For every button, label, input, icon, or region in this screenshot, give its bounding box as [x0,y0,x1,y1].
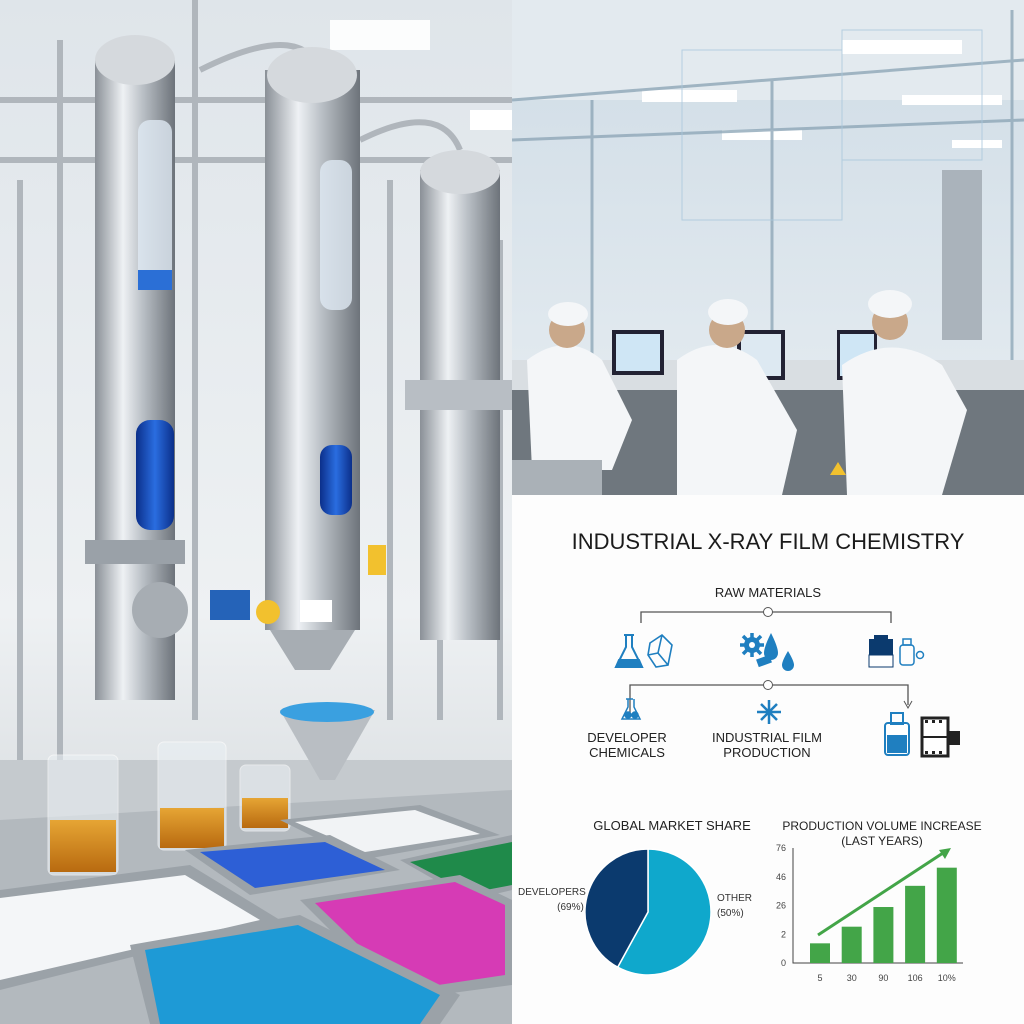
production-volume-bar-chart: 0 2 26 46 76 5 30 90 106 10% [776,843,963,983]
bottle-icon [899,638,925,666]
pie-label-other: OTHER (50%) [717,893,752,919]
flask-icon [614,634,644,668]
x-tick-label: 30 [847,973,857,983]
reactor-column-2 [265,47,360,670]
gear-icon [740,633,764,657]
workers [527,290,967,495]
crystal-icon [647,633,673,668]
trend-arrow-head-icon [939,848,951,859]
bottle-icon [884,712,910,756]
control-room-photo [512,0,1024,495]
bar [873,907,894,963]
glass-schematics [681,29,983,221]
water-drops-icon [756,633,794,671]
y-tick-label: 0 [781,958,786,968]
pie-slice-other [616,848,712,976]
y-tick-label: 26 [776,901,786,911]
infographic-title: INDUSTRIAL X-RAY FILM CHEMISTRY [571,529,965,554]
developer-chemicals-label: DEVELOPER CHEMICALS [587,730,667,760]
bead-trays [0,805,512,1024]
chemical-container-icon [868,635,894,668]
x-tick-label: 5 [817,973,822,983]
beakers [47,702,375,876]
y-tick-label: 46 [776,872,786,882]
x-tick-label: 10% [938,973,956,983]
snowflake-tools-icon [757,700,781,724]
node-circle [763,680,773,690]
y-tick-label: 76 [776,843,786,853]
bar-title: PRODUCTION VOLUME INCREASE (LAST YEARS) [782,819,982,848]
industrial-film-production-label: INDUSTRIAL FILM PRODUCTION [711,730,823,760]
market-share-pie-chart [584,848,712,976]
pie-slice-developers [584,848,649,969]
raw-materials-label: RAW MATERIALS [714,585,822,600]
y-tick-label: 2 [781,929,786,939]
pie-label-developers: DEVELOPERS (69%) [518,887,586,913]
arrow-head-icon [903,700,913,710]
flask-icon [620,698,642,720]
reactor-column-1 [85,35,188,700]
pie-title: GLOBAL MARKET SHARE [593,818,751,833]
bar [810,943,830,963]
chemical-plant-photo [0,0,512,1024]
bar [841,926,862,963]
bar [905,885,926,963]
infographic-panel: INDUSTRIAL X-RAY FILM CHEMISTRY RAW MATE… [512,495,1024,1024]
reactor-column-3 [405,150,512,640]
node-circle [763,607,773,617]
flow-diagram [614,607,960,758]
x-tick-label: 90 [878,973,888,983]
bar [936,867,957,963]
trend-arrow [817,851,944,937]
x-tick-label: 106 [908,973,923,983]
film-strip-icon [920,716,960,758]
